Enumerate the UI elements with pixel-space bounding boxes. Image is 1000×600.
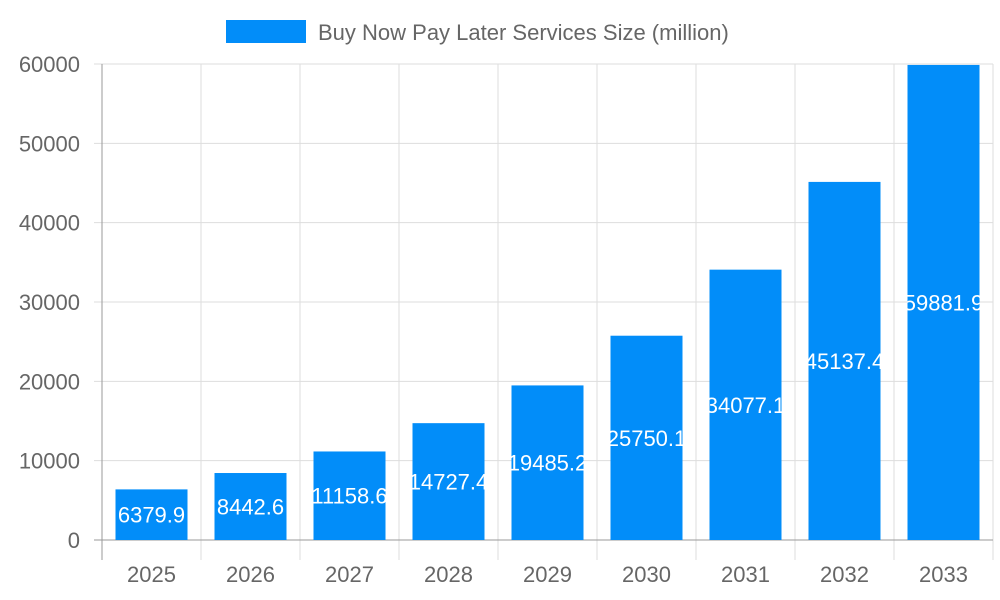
data-label: 11158.6 [311,484,387,509]
data-label: 8442.6 [217,495,284,520]
y-tick-label: 40000 [19,211,80,236]
x-tick-label: 2029 [523,562,572,587]
bar [412,423,485,540]
bar [115,489,188,540]
x-tick-label: 2030 [622,562,671,587]
y-tick-label: 30000 [19,290,80,315]
y-tick-label: 60000 [19,52,80,77]
data-label: 34077.1 [706,393,786,418]
x-tick-label: 2028 [424,562,473,587]
bar [610,335,683,540]
y-tick-label: 10000 [19,449,80,474]
y-tick-label: 20000 [19,369,80,394]
x-tick-label: 2033 [919,562,968,587]
data-label: 19485.2 [508,451,588,476]
data-label: 45137.4 [805,349,885,374]
bar [808,181,881,540]
x-tick-label: 2032 [820,562,869,587]
data-label: 59881.9 [904,290,984,315]
bar [313,451,386,540]
bar [511,385,584,540]
data-label: 25750.1 [607,426,687,451]
legend-label: Buy Now Pay Later Services Size (million… [318,20,729,45]
x-tick-label: 2027 [325,562,374,587]
y-tick-label: 50000 [19,131,80,156]
bar [214,473,287,540]
bar [907,64,980,541]
bar [709,269,782,540]
y-tick-label: 0 [68,528,80,553]
legend-swatch [226,20,306,43]
data-label: 14727.4 [409,470,489,495]
x-tick-label: 2025 [127,562,176,587]
data-label: 6379.9 [118,503,185,528]
x-tick-label: 2031 [721,562,770,587]
x-tick-label: 2026 [226,562,275,587]
